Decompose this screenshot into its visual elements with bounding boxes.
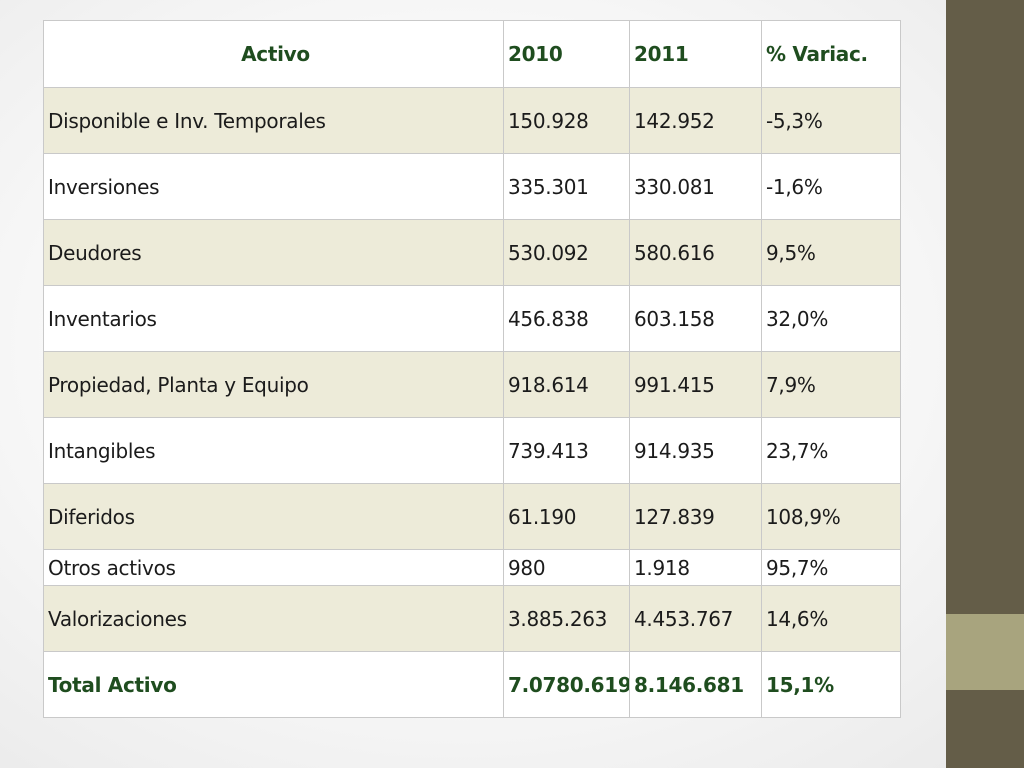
header-2010: 2010 <box>503 20 630 88</box>
table-row: Propiedad, Planta y Equipo 918.614 991.4… <box>43 351 901 418</box>
row-label: Diferidos <box>43 483 504 550</box>
row-label: Otros activos <box>43 549 504 586</box>
row-label: Inversiones <box>43 153 504 220</box>
row-variation: 9,5% <box>761 219 901 286</box>
total-variation: 15,1% <box>761 651 901 718</box>
table-row: Disponible e Inv. Temporales 150.928 142… <box>43 87 901 154</box>
row-2011: 991.415 <box>629 351 762 418</box>
row-variation: 95,7% <box>761 549 901 586</box>
row-variation: 32,0% <box>761 285 901 352</box>
row-variation: -5,3% <box>761 87 901 154</box>
total-2010: 7.0780.619 <box>503 651 630 718</box>
side-decoration-accent <box>946 614 1024 690</box>
table-total-row: Total Activo 7.0780.619 8.146.681 15,1% <box>43 651 901 718</box>
header-activo: Activo <box>43 20 504 88</box>
table-row: Inversiones 335.301 330.081 -1,6% <box>43 153 901 220</box>
row-2010: 530.092 <box>503 219 630 286</box>
row-label: Inventarios <box>43 285 504 352</box>
table-header-row: Activo 2010 2011 % Variac. <box>43 20 901 88</box>
row-label: Deudores <box>43 219 504 286</box>
row-label: Intangibles <box>43 417 504 484</box>
row-2010: 3.885.263 <box>503 585 630 652</box>
row-2010: 335.301 <box>503 153 630 220</box>
table-row: Inventarios 456.838 603.158 32,0% <box>43 285 901 352</box>
row-2011: 330.081 <box>629 153 762 220</box>
row-variation: 23,7% <box>761 417 901 484</box>
row-2011: 580.616 <box>629 219 762 286</box>
row-2010: 739.413 <box>503 417 630 484</box>
row-variation: 7,9% <box>761 351 901 418</box>
row-variation: 108,9% <box>761 483 901 550</box>
row-label: Propiedad, Planta y Equipo <box>43 351 504 418</box>
total-label: Total Activo <box>43 651 504 718</box>
table-row: Diferidos 61.190 127.839 108,9% <box>43 483 901 550</box>
row-label: Disponible e Inv. Temporales <box>43 87 504 154</box>
row-2011: 127.839 <box>629 483 762 550</box>
header-variation: % Variac. <box>761 20 901 88</box>
row-2011: 603.158 <box>629 285 762 352</box>
row-2010: 918.614 <box>503 351 630 418</box>
row-2010: 61.190 <box>503 483 630 550</box>
total-2011: 8.146.681 <box>629 651 762 718</box>
row-2011: 914.935 <box>629 417 762 484</box>
row-2011: 142.952 <box>629 87 762 154</box>
row-label: Valorizaciones <box>43 585 504 652</box>
row-2010: 150.928 <box>503 87 630 154</box>
table-row: Intangibles 739.413 914.935 23,7% <box>43 417 901 484</box>
row-variation: -1,6% <box>761 153 901 220</box>
row-2010: 456.838 <box>503 285 630 352</box>
header-2011: 2011 <box>629 20 762 88</box>
row-2010: 980 <box>503 549 630 586</box>
row-variation: 14,6% <box>761 585 901 652</box>
table-row: Deudores 530.092 580.616 9,5% <box>43 219 901 286</box>
row-2011: 4.453.767 <box>629 585 762 652</box>
row-2011: 1.918 <box>629 549 762 586</box>
table-row: Otros activos 980 1.918 95,7% <box>43 549 901 586</box>
assets-table: Activo 2010 2011 % Variac. Disponible e … <box>43 20 901 718</box>
table-row: Valorizaciones 3.885.263 4.453.767 14,6% <box>43 585 901 652</box>
